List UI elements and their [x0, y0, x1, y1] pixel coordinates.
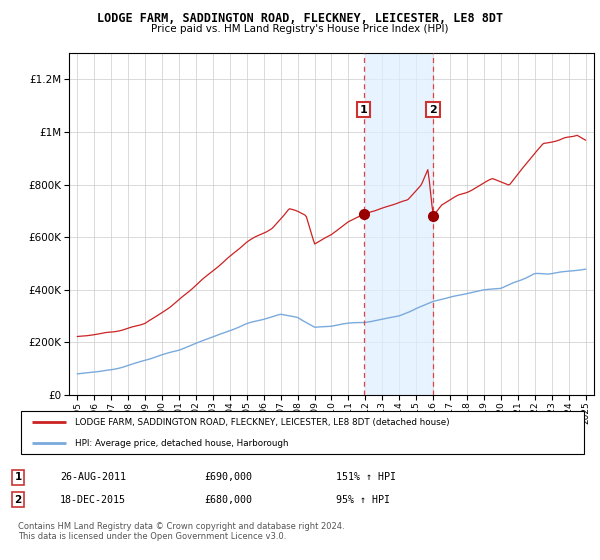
Text: 2: 2 — [429, 105, 437, 115]
FancyBboxPatch shape — [21, 411, 584, 454]
Text: 2: 2 — [14, 494, 22, 505]
Text: 95% ↑ HPI: 95% ↑ HPI — [336, 494, 390, 505]
Text: 26-AUG-2011: 26-AUG-2011 — [60, 472, 126, 482]
Text: £680,000: £680,000 — [204, 494, 252, 505]
Text: 1: 1 — [14, 472, 22, 482]
Text: Price paid vs. HM Land Registry's House Price Index (HPI): Price paid vs. HM Land Registry's House … — [151, 24, 449, 34]
Text: 1: 1 — [360, 105, 368, 115]
Text: LODGE FARM, SADDINGTON ROAD, FLECKNEY, LEICESTER, LE8 8DT: LODGE FARM, SADDINGTON ROAD, FLECKNEY, L… — [97, 12, 503, 25]
Text: HPI: Average price, detached house, Harborough: HPI: Average price, detached house, Harb… — [75, 438, 289, 447]
Text: LODGE FARM, SADDINGTON ROAD, FLECKNEY, LEICESTER, LE8 8DT (detached house): LODGE FARM, SADDINGTON ROAD, FLECKNEY, L… — [75, 418, 449, 427]
Text: 151% ↑ HPI: 151% ↑ HPI — [336, 472, 396, 482]
Text: 18-DEC-2015: 18-DEC-2015 — [60, 494, 126, 505]
Text: Contains HM Land Registry data © Crown copyright and database right 2024.
This d: Contains HM Land Registry data © Crown c… — [18, 522, 344, 542]
Text: £690,000: £690,000 — [204, 472, 252, 482]
